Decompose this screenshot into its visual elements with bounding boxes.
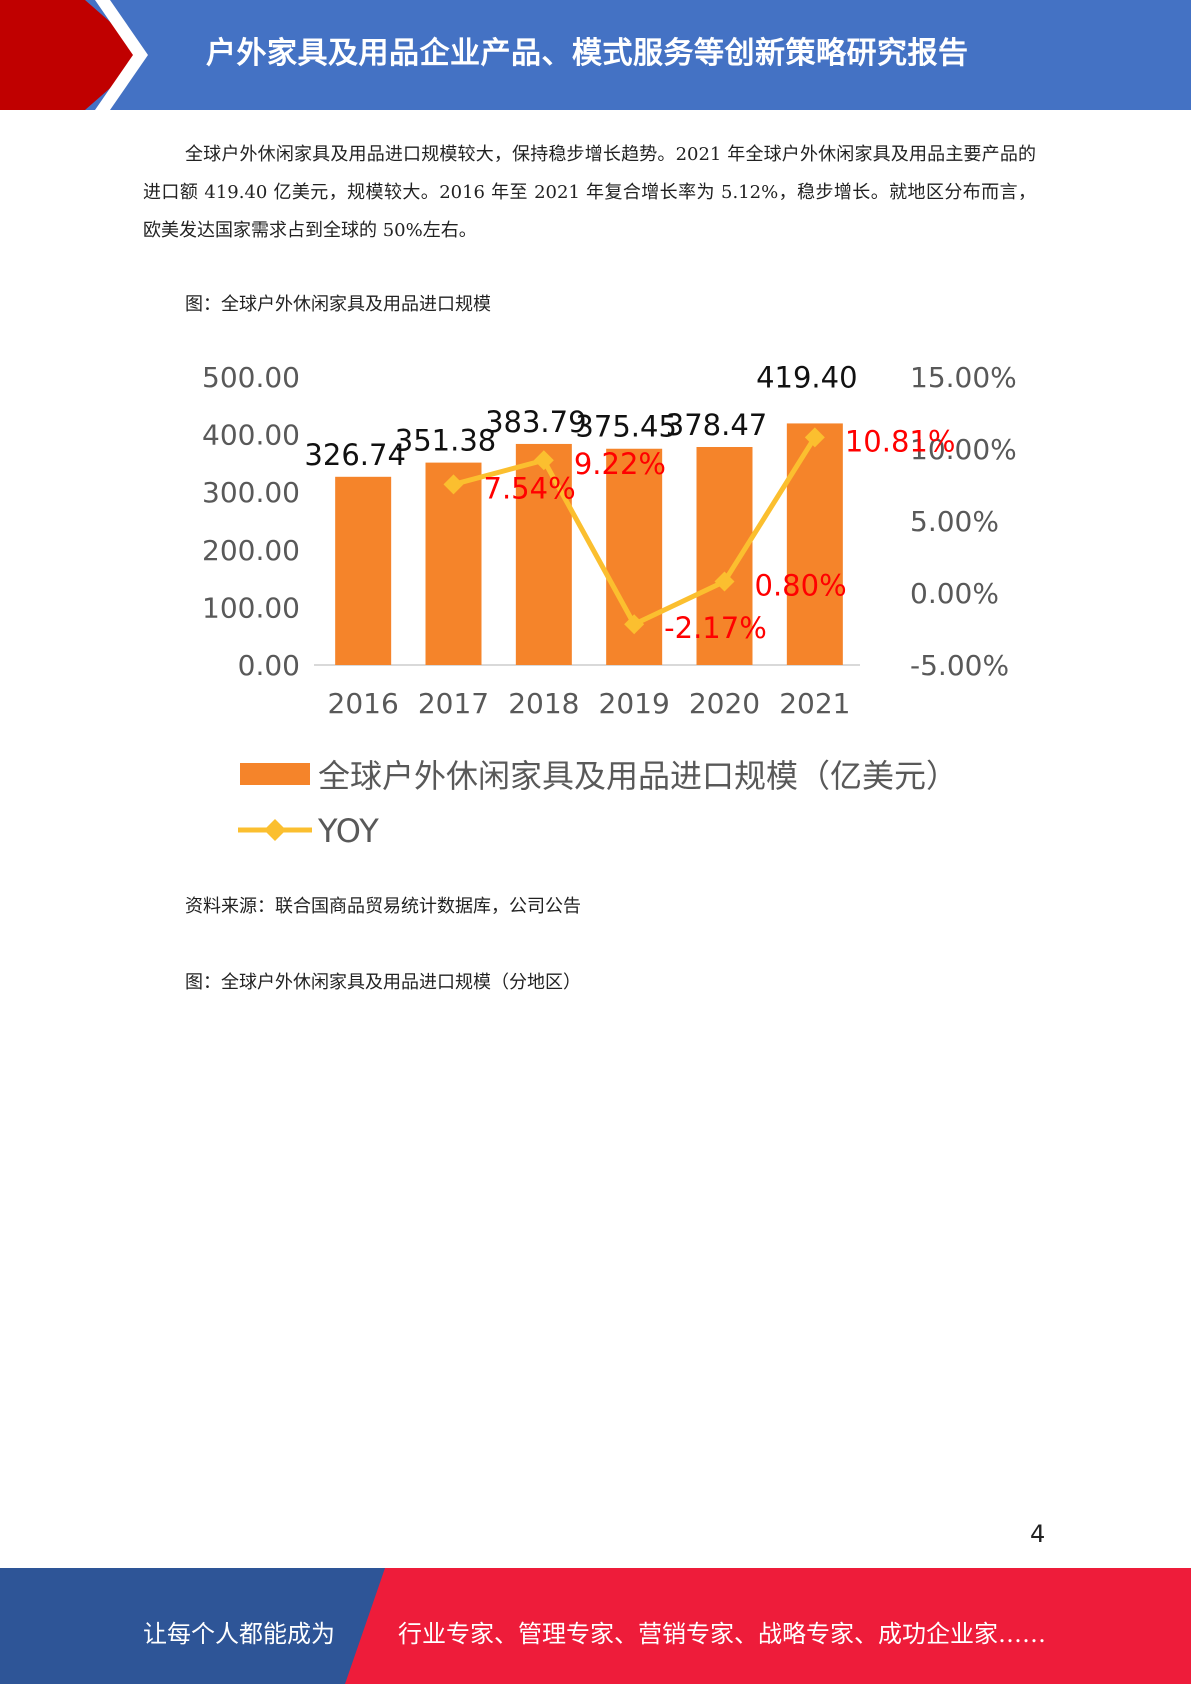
report-title: 户外家具及用品企业产品、模式服务等创新策略研究报告 bbox=[206, 36, 969, 71]
left-axis-tick-label: 300.00 bbox=[202, 476, 300, 509]
bar-2021 bbox=[786, 423, 843, 665]
source-note: 资料来源：联合国商品贸易统计数据库，公司公告 bbox=[185, 896, 581, 917]
report-header: 户外家具及用品企业产品、模式服务等创新策略研究报告 bbox=[0, 0, 1191, 110]
yoy-point-marker bbox=[804, 427, 825, 448]
yoy-point-marker bbox=[443, 474, 464, 495]
left-axis-tick-label: 200.00 bbox=[202, 534, 300, 567]
intro-paragraph: 全球户外休闲家具及用品进口规模较大，保持稳步增长趋势。2021 年全球户外休闲家… bbox=[143, 144, 1036, 241]
figure2-caption: 图：全球户外休闲家具及用品进口规模（分地区） bbox=[185, 972, 581, 993]
x-axis-tick-label: 2020 bbox=[689, 687, 760, 720]
x-axis-tick-label: 2016 bbox=[328, 687, 399, 720]
figure1-caption: 图：全球户外休闲家具及用品进口规模 bbox=[185, 294, 491, 315]
bar-2016 bbox=[335, 476, 392, 665]
yoy-data-label: 9.22% bbox=[574, 447, 666, 481]
left-axis-tick-label: 100.00 bbox=[202, 591, 300, 624]
legend-bar-swatch bbox=[240, 763, 310, 785]
legend-line-marker bbox=[264, 819, 286, 841]
left-axis-tick-label: 400.00 bbox=[202, 419, 300, 452]
bar-data-label: 326.74 bbox=[304, 438, 405, 472]
yoy-point-marker bbox=[624, 614, 645, 635]
right-axis-tick-label: 10.00% bbox=[910, 433, 1017, 466]
right-axis-tick-label: 5.00% bbox=[910, 505, 999, 538]
right-axis-tick-label: 15.00% bbox=[910, 361, 1017, 394]
yoy-point-marker bbox=[714, 571, 735, 592]
bar-data-label: 375.45 bbox=[575, 410, 676, 444]
yoy-data-label: 0.80% bbox=[755, 568, 847, 602]
bar-data-label: 419.40 bbox=[756, 360, 857, 394]
bar-2018 bbox=[515, 443, 572, 665]
legend-line-label: YOY bbox=[317, 812, 379, 850]
header-chevron-decoration bbox=[0, 0, 148, 110]
bar-data-label: 351.38 bbox=[395, 424, 496, 458]
right-axis-tick-label: 0.00% bbox=[910, 577, 999, 610]
x-axis-tick-label: 2021 bbox=[779, 687, 850, 720]
x-axis-tick-label: 2018 bbox=[508, 687, 579, 720]
page-number: 4 bbox=[1030, 1520, 1046, 1548]
bar-2017 bbox=[425, 462, 482, 665]
footer-band bbox=[0, 1568, 1191, 1684]
footer-slogan-left: 让每个人都能成为 bbox=[143, 1620, 335, 1648]
chart-svg: 0.00 100.00 200.00 300.00 400.00 500.00 -5.00%… bbox=[202, 360, 1017, 850]
x-axis-tick-label: 2017 bbox=[418, 687, 489, 720]
yoy-data-label: 7.54% bbox=[484, 471, 576, 505]
import-scale-chart: 0.00 100.00 200.00 300.00 400.00 500.00 -5.00%… bbox=[180, 345, 1020, 865]
x-axis-tick-label: 2019 bbox=[599, 687, 670, 720]
yoy-point-marker bbox=[533, 450, 554, 471]
yoy-data-label: 10.81% bbox=[845, 424, 956, 458]
bar-data-label: 383.79 bbox=[485, 405, 586, 439]
left-axis-tick-label: 0.00 bbox=[238, 649, 300, 682]
report-footer: 让每个人都能成为 行业专家、管理专家、营销专家、战略专家、成功企业家…… bbox=[0, 1568, 1191, 1684]
yoy-data-label: -2.17% bbox=[664, 611, 767, 645]
left-axis-tick-label: 500.00 bbox=[202, 361, 300, 394]
legend-bar-label: 全球户外休闲家具及用品进口规模（亿美元） bbox=[318, 757, 958, 795]
bar-data-label: 378.47 bbox=[666, 408, 767, 442]
right-axis-tick-label: -5.00% bbox=[910, 649, 1009, 682]
footer-slogan-right: 行业专家、管理专家、营销专家、战略专家、成功企业家…… bbox=[398, 1620, 1046, 1648]
